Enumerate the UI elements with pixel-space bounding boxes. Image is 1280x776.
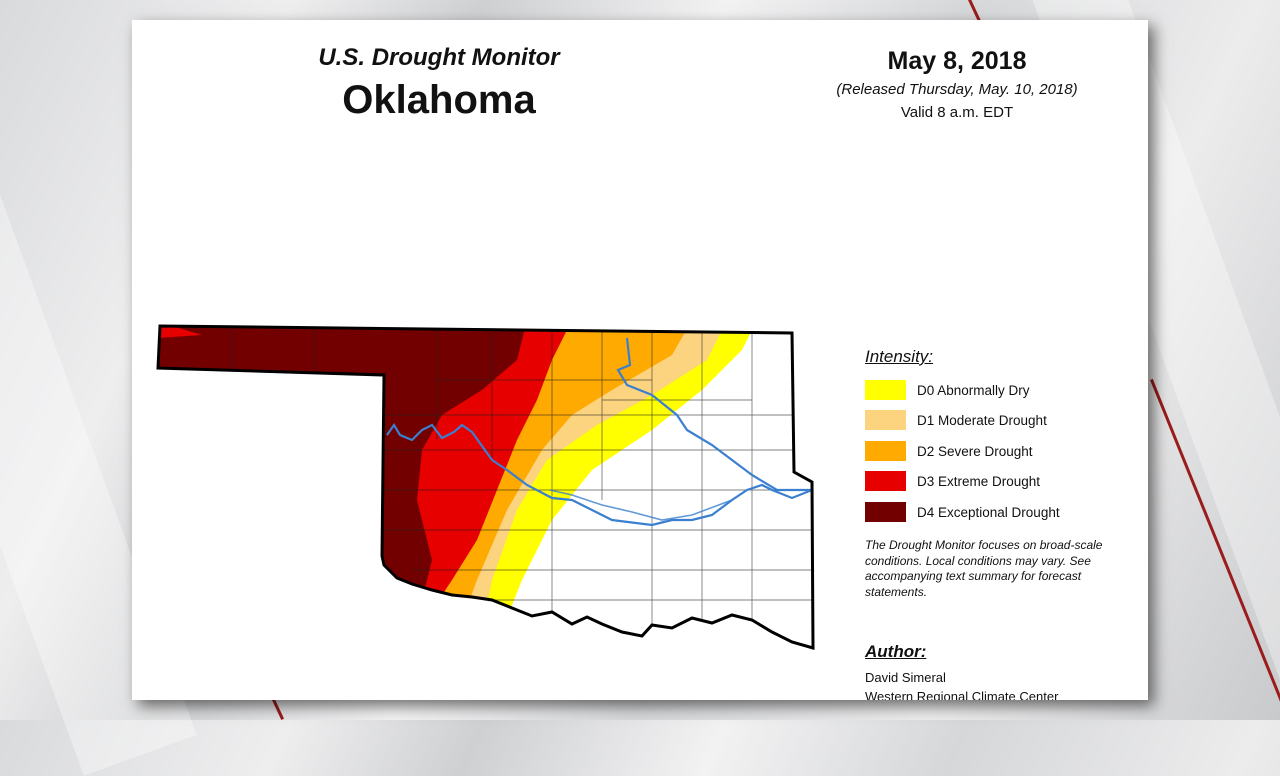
author-name: David Simeral (865, 670, 946, 685)
drought-monitor-card: U.S. Drought Monitor Oklahoma May 8, 201… (132, 20, 1148, 700)
canadian-river (549, 489, 733, 521)
release-date: (Released Thursday, May. 10, 2018) (836, 81, 1078, 98)
state-outline (156, 324, 815, 650)
legend-item-d4: D4 Exceptional Drought (865, 502, 1060, 522)
legend-label-d4: D4 Exceptional Drought (917, 504, 1060, 520)
author-organization: Western Regional Climate Center (865, 689, 1059, 700)
legend-item-d0: D0 Abnormally Dry (865, 380, 1030, 400)
legend-swatch-d2 (865, 441, 906, 461)
valid-time: Valid 8 a.m. EDT (900, 104, 1014, 121)
arkansas-river (616, 337, 812, 492)
legend-item-d1: D1 Moderate Drought (865, 410, 1047, 430)
state-title: Oklahoma (342, 78, 536, 122)
background-red-line (272, 698, 285, 720)
legend-label-d0: D0 Abnormally Dry (917, 382, 1030, 398)
legend-swatch-d1 (865, 410, 906, 430)
legend-item-d2: D2 Severe Drought (865, 441, 1033, 461)
oklahoma-drought-map (156, 324, 815, 650)
map-date: May 8, 2018 (887, 47, 1027, 75)
legend-swatch-d4 (865, 502, 906, 522)
author-heading: Author: (865, 642, 927, 661)
legend-label-d1: D1 Moderate Drought (917, 412, 1047, 428)
legend-label-d3: D3 Extreme Drought (917, 473, 1041, 489)
monitor-title: U.S. Drought Monitor (318, 44, 560, 71)
red-river-north-fork (386, 422, 813, 527)
disclaimer-note: The Drought Monitor focuses on broad-sca… (865, 538, 1103, 599)
legend-swatch-d0 (865, 380, 906, 400)
legend-label-d2: D2 Severe Drought (917, 443, 1033, 459)
legend-item-d3: D3 Extreme Drought (865, 471, 1040, 491)
legend-title: Intensity: (865, 347, 934, 366)
legend-swatch-d3 (865, 471, 906, 491)
